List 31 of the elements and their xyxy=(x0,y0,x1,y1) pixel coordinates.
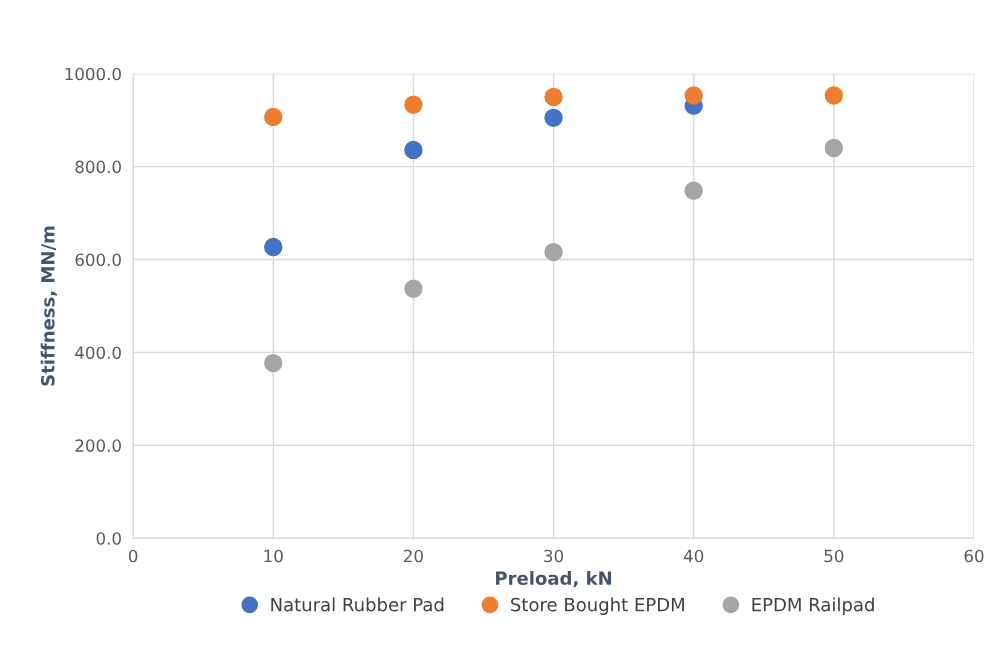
x-axis-title: Preload, kN xyxy=(496,571,612,588)
y-tick-label: 200.0 xyxy=(75,439,121,452)
point xyxy=(544,108,563,128)
point xyxy=(264,353,283,373)
x-tick-label: 10 xyxy=(264,549,283,563)
legend-label: Natural Rubber Pad xyxy=(271,597,444,612)
x-tick-label: 20 xyxy=(404,549,423,563)
point xyxy=(404,95,423,115)
legend-label: EPDM Railpad xyxy=(752,597,874,615)
x-tick-label: 50 xyxy=(824,549,844,563)
y-axis-title: Stiffness, MN/m xyxy=(40,226,57,386)
point xyxy=(544,242,563,262)
y-tick-label: 0.0 xyxy=(96,532,121,545)
point xyxy=(404,140,423,160)
point xyxy=(824,138,844,158)
y-tick-label: 400.0 xyxy=(75,346,121,359)
x-tick-label: 60 xyxy=(964,549,984,563)
point xyxy=(684,181,703,200)
point xyxy=(264,237,283,257)
legend-label: Store Bought EPDM xyxy=(511,597,684,615)
y-tick-label: 600.0 xyxy=(75,253,121,267)
y-tick-label: 1000.0 xyxy=(65,67,121,81)
point xyxy=(404,279,423,298)
point xyxy=(544,87,563,107)
point xyxy=(684,86,703,105)
x-tick-label: 30 xyxy=(544,549,564,563)
y-tick-label: 800.0 xyxy=(75,160,121,174)
point xyxy=(264,107,283,127)
point xyxy=(824,86,844,105)
x-tick-label: 40 xyxy=(683,549,704,563)
x-tick-label: 0 xyxy=(128,549,138,563)
